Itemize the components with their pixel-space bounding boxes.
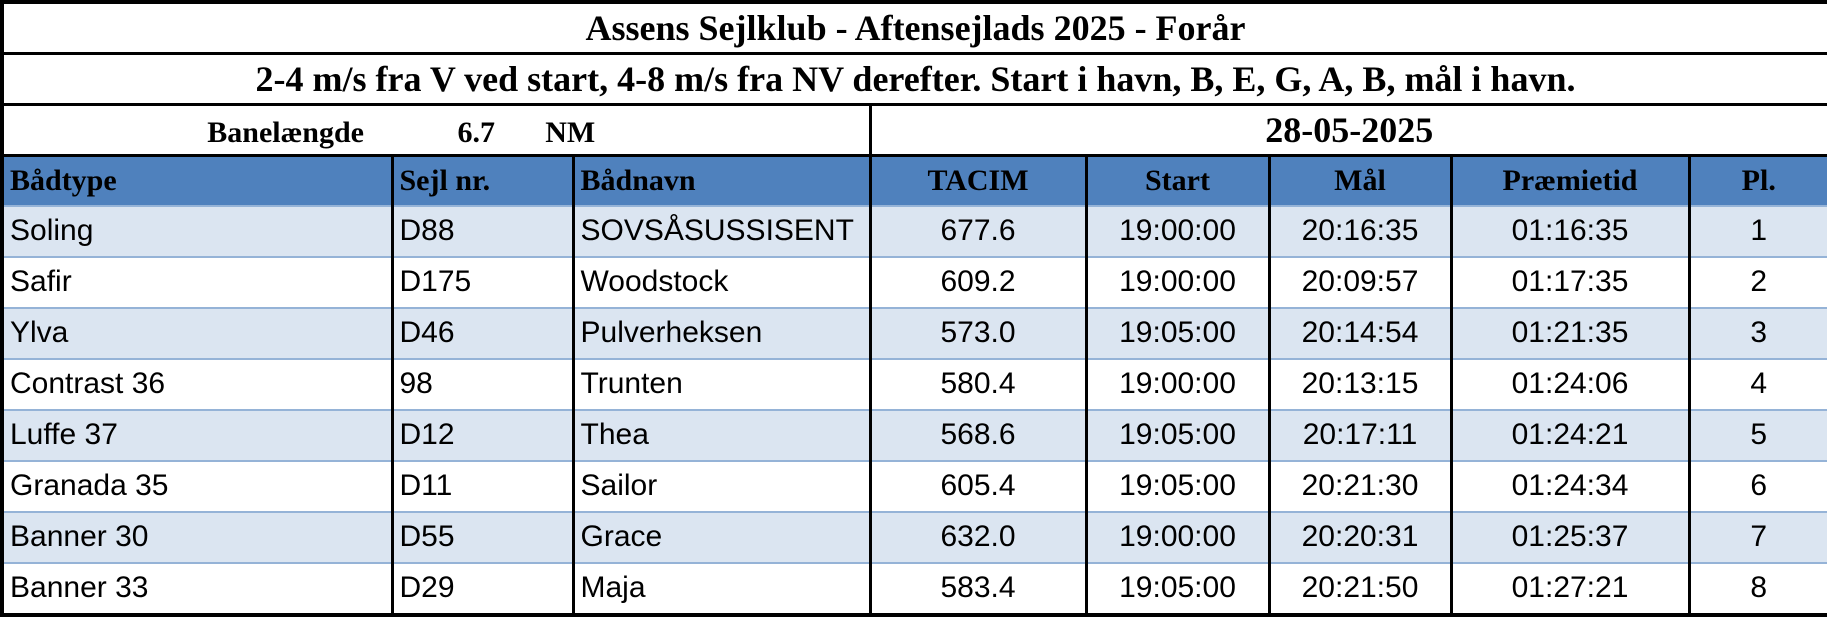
cell: Maja (573, 562, 872, 617)
cell: 19:05:00 (1086, 409, 1271, 462)
cell: 20:13:15 (1269, 358, 1453, 411)
cell: D11 (392, 460, 575, 513)
cell: Granada 35 (2, 460, 394, 513)
cell: 1 (1689, 206, 1827, 258)
cell: D55 (392, 511, 575, 564)
cell: D12 (392, 409, 575, 462)
cell: Thea (573, 409, 872, 462)
cell: 580.4 (870, 358, 1088, 411)
result-row: Safir D175 Woodstock 609.2 19:00:00 20:09:57 0… (2, 256, 1827, 309)
race-date: 28-05-2025 (870, 104, 1827, 157)
cell: SOVSÅSUSSISENT (573, 206, 872, 258)
cell: 98 (392, 358, 575, 411)
cell: 20:21:50 (1269, 562, 1453, 617)
cell: 632.0 (870, 511, 1088, 564)
course-unit: NM (545, 116, 596, 149)
course-length: 6.7 (457, 116, 496, 149)
cell: 20:20:31 (1269, 511, 1453, 564)
column-header: Bådtype (2, 155, 394, 207)
cell: Woodstock (573, 256, 872, 309)
subtitle: 2-4 m/s fra V ved start, 4-8 m/s fra NV … (2, 53, 1827, 106)
cell: 20:09:57 (1269, 256, 1453, 309)
column-header: Præmietid (1451, 155, 1691, 207)
cell: D46 (392, 307, 575, 360)
result-row: Ylva D46 Pulverheksen 573.0 19:05:00 20:14:54… (2, 307, 1827, 360)
result-row: Banner 30 D55 Grace 632.0 19:00:00 20:20:31 01… (2, 511, 1827, 564)
column-header: Mål (1269, 155, 1453, 207)
cell: Sailor (573, 460, 872, 513)
column-headers: Bådtype Sejl nr. Bådnavn TACIM Start Mål Præmi… (2, 155, 1827, 207)
cell: Trunten (573, 358, 872, 411)
cell: 573.0 (870, 307, 1088, 360)
cell: 583.4 (870, 562, 1088, 617)
cell: 8 (1689, 562, 1827, 617)
cell: 2 (1689, 256, 1827, 309)
cell: Contrast 36 (2, 358, 394, 411)
cell: 19:05:00 (1086, 307, 1271, 360)
course-info: Banelængde 6.7 NM (2, 104, 872, 157)
cell: Banner 30 (2, 511, 394, 564)
cell: 609.2 (870, 256, 1088, 309)
cell: 5 (1689, 409, 1827, 462)
result-row: Luffe 37 D12 Thea 568.6 19:05:00 20:17:11 01:2… (2, 409, 1827, 462)
column-header: TACIM (870, 155, 1088, 207)
result-row: Contrast 36 98 Trunten 580.4 19:00:00 20:13:1… (2, 358, 1827, 411)
cell: D88 (392, 206, 575, 258)
cell: 19:05:00 (1086, 460, 1271, 513)
cell: 19:00:00 (1086, 206, 1271, 258)
cell: 568.6 (870, 409, 1088, 462)
cell: Luffe 37 (2, 409, 394, 462)
column-header: Pl. (1689, 155, 1827, 207)
title: Assens Sejlklub - Aftensejlads 2025 - Fo… (2, 2, 1827, 55)
cell: D175 (392, 256, 575, 309)
cell: 01:16:35 (1451, 206, 1691, 258)
column-header: Start (1086, 155, 1271, 207)
cell: Grace (573, 511, 872, 564)
cell: Soling (2, 206, 394, 258)
cell: Banner 33 (2, 562, 394, 617)
cell: 3 (1689, 307, 1827, 360)
cell: 7 (1689, 511, 1827, 564)
cell: Pulverheksen (573, 307, 872, 360)
cell: 01:24:34 (1451, 460, 1691, 513)
cell: 19:05:00 (1086, 562, 1271, 617)
cell: 01:21:35 (1451, 307, 1691, 360)
cell: 677.6 (870, 206, 1088, 258)
result-row: Soling D88 SOVSÅSUSSISENT 677.6 19:00:00 20:1… (2, 206, 1827, 258)
cell: 605.4 (870, 460, 1088, 513)
cell: 6 (1689, 460, 1827, 513)
cell: Safir (2, 256, 394, 309)
result-row: Banner 33 D29 Maja 583.4 19:05:00 20:21:50 01:… (2, 562, 1827, 617)
column-header: Sejl nr. (392, 155, 575, 207)
cell: Ylva (2, 307, 394, 360)
cell: 19:00:00 (1086, 358, 1271, 411)
cell: 20:21:30 (1269, 460, 1453, 513)
column-header: Bådnavn (573, 155, 872, 207)
cell: 20:14:54 (1269, 307, 1453, 360)
cell: 01:17:35 (1451, 256, 1691, 309)
cell: D29 (392, 562, 575, 617)
cell: 4 (1689, 358, 1827, 411)
cell: 01:25:37 (1451, 511, 1691, 564)
cell: 01:24:06 (1451, 358, 1691, 411)
cell: 20:16:35 (1269, 206, 1453, 258)
result-row: Granada 35 D11 Sailor 605.4 19:05:00 20:21:30… (2, 460, 1827, 513)
cell: 01:27:21 (1451, 562, 1691, 617)
course-label: Banelængde (207, 116, 364, 149)
rows: Soling D88 SOVSÅSUSSISENT 677.6 19:00:00 20:1… (2, 206, 1827, 617)
cell: 19:00:00 (1086, 511, 1271, 564)
cell: 01:24:21 (1451, 409, 1691, 462)
cell: 19:00:00 (1086, 256, 1271, 309)
cell: 20:17:11 (1269, 409, 1453, 462)
